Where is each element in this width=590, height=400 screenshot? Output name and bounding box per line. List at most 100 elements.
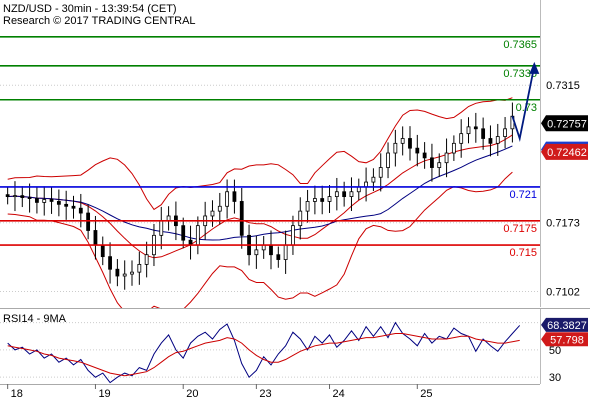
time-label: 23 (259, 388, 271, 400)
price-box-label: 0.72757 (547, 118, 587, 130)
candle (276, 246, 281, 268)
candle (400, 126, 405, 156)
candle (35, 187, 39, 214)
price-tick-labels: 0.7315 0.7173 0.7102 (546, 80, 580, 298)
rsi-value-label: 68.3827 (547, 320, 587, 332)
bollinger-bands (7, 97, 513, 318)
candle (239, 188, 244, 249)
candle (42, 186, 47, 216)
rsi-gridlines (0, 322, 540, 378)
moving-average (7, 145, 513, 241)
time-label: 19 (98, 388, 110, 400)
candle (49, 187, 54, 214)
rsi-value-label: 57.798 (550, 334, 584, 346)
chart-title: NZD/USD - 30min - 13:39:54 (CET) (3, 3, 177, 15)
rsi-tick-label: 50 (549, 345, 561, 357)
candle (415, 134, 420, 167)
projection-arrowhead (529, 61, 540, 74)
rsi-value-box: 57.798 (541, 332, 588, 347)
candle (386, 142, 390, 179)
level-label: 0.7335 (503, 68, 537, 80)
candle (459, 119, 464, 158)
rsi-value-boxes: 68.3827 57.798 (541, 317, 588, 347)
candle (305, 189, 310, 223)
rsi-value-box: 68.3827 (541, 317, 588, 332)
candle (466, 117, 471, 144)
bollinger-upper (7, 97, 513, 211)
candle (5, 186, 10, 205)
candle (334, 177, 339, 211)
time-label: 18 (11, 388, 23, 400)
candle (78, 193, 83, 228)
rsi-plot-area (0, 309, 540, 384)
candle (71, 195, 76, 219)
candle (298, 197, 303, 240)
bollinger-middle (7, 134, 513, 259)
rsi-tick-label: 30 (549, 372, 561, 384)
candle (451, 135, 456, 161)
candle (444, 138, 449, 178)
rsi-ma-line (7, 333, 520, 377)
level-label: 0.721 (509, 189, 537, 201)
rsi-panel: RSI14 - 9MA (0, 309, 540, 384)
candle (27, 183, 32, 213)
candle (430, 143, 434, 182)
time-label: 24 (333, 388, 345, 400)
rsi-lines (7, 321, 521, 384)
projection-path (511, 65, 536, 143)
price-tick-label: 0.7102 (546, 287, 580, 299)
candle (495, 123, 500, 156)
rsi-title: RSI14 - 9MA (3, 313, 67, 325)
candle (232, 179, 237, 214)
price-tick-label: 0.7173 (546, 218, 580, 230)
candle (86, 204, 91, 240)
candle (312, 185, 317, 215)
candle (342, 181, 347, 207)
candle (181, 217, 186, 249)
candle (327, 185, 332, 214)
projection-arrow (511, 61, 540, 143)
candle (503, 117, 507, 149)
price-candles (5, 102, 515, 290)
level-label: 0.7175 (503, 223, 537, 235)
time-axis: 18 19 20 23 24 25 (0, 384, 540, 400)
candle (144, 241, 149, 278)
price-box: 0.72757 (541, 115, 588, 132)
candle (254, 235, 259, 269)
chart-subtitle: Research © 2017 TRADING CENTRAL (3, 15, 196, 27)
candle (210, 200, 215, 227)
rsi-line (7, 321, 521, 384)
candle (422, 142, 427, 169)
candle (437, 153, 442, 177)
time-label: 25 (420, 388, 432, 400)
candle (393, 129, 398, 167)
time-label: 20 (186, 388, 198, 400)
candle (378, 153, 383, 192)
price-box: 0.72462 (541, 143, 588, 160)
candle (108, 242, 112, 284)
candle (217, 192, 222, 225)
candle (64, 190, 69, 220)
candle (481, 117, 486, 150)
candle (122, 260, 127, 290)
time-labels: 18 19 20 23 24 25 (7, 384, 433, 400)
level-label: 0.715 (509, 247, 537, 259)
candle (349, 177, 354, 211)
candle (488, 125, 493, 157)
candle (408, 126, 412, 161)
price-tick-label: 0.7315 (546, 80, 580, 92)
candle (20, 186, 25, 208)
bollinger-lower (7, 171, 513, 318)
candle (130, 260, 134, 286)
candle (115, 259, 120, 287)
candle (56, 189, 61, 217)
price-box-label: 0.72462 (547, 147, 587, 159)
candle (137, 251, 142, 285)
price-plot-area (0, 0, 540, 307)
